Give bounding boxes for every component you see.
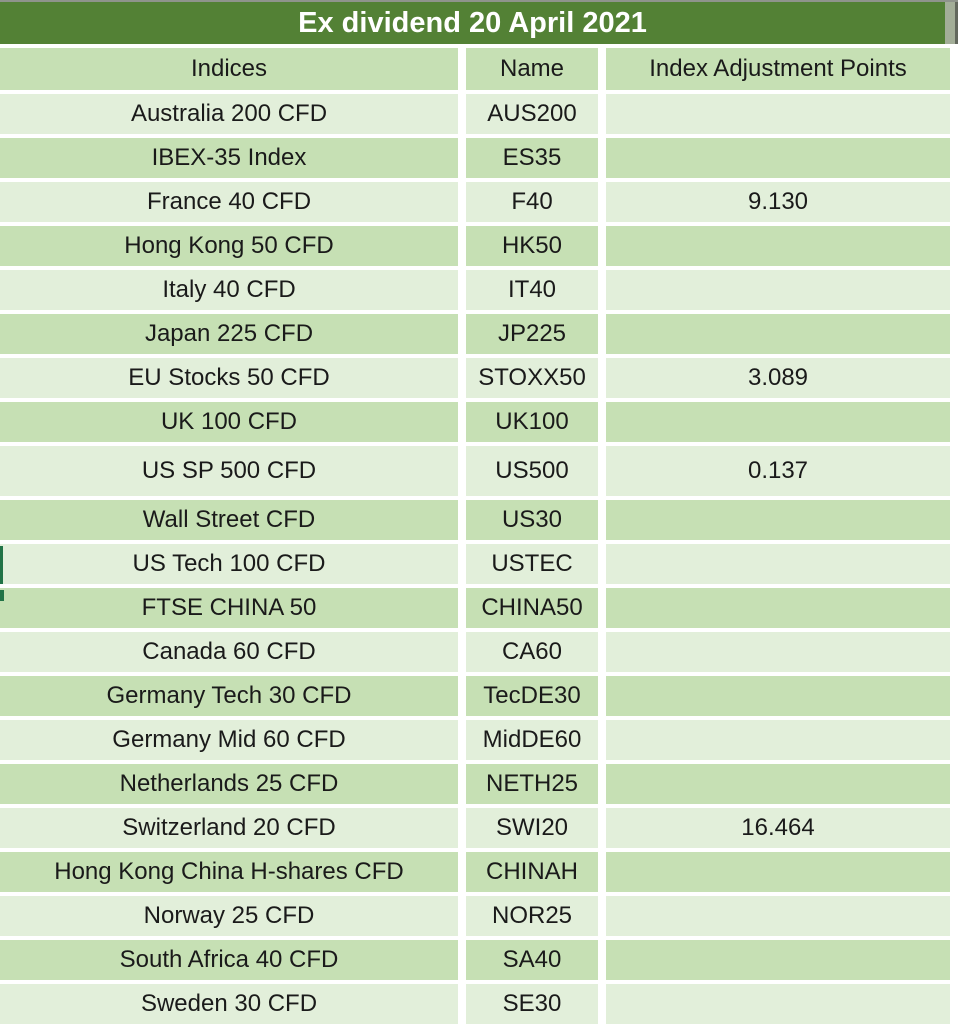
cell-name[interactable]: NETH25 bbox=[466, 764, 598, 804]
cell-indices[interactable]: Hong Kong 50 CFD bbox=[0, 226, 458, 266]
table-row: Hong Kong China H-shares CFD CHINAH bbox=[0, 852, 958, 892]
cell-name[interactable]: MidDE60 bbox=[466, 720, 598, 760]
cell-adjustment-points[interactable] bbox=[606, 138, 950, 178]
title-bar: Ex dividend 20 April 2021 bbox=[0, 2, 958, 44]
cell-indices[interactable]: Australia 200 CFD bbox=[0, 94, 458, 134]
cell-name[interactable]: F40 bbox=[466, 182, 598, 222]
cell-name[interactable]: NOR25 bbox=[466, 896, 598, 936]
table-row: France 40 CFD F40 9.130 bbox=[0, 182, 958, 222]
cell-adjustment-points[interactable]: 9.130 bbox=[606, 182, 950, 222]
table-row: South Africa 40 CFD SA40 bbox=[0, 940, 958, 980]
table-header-row: Indices Name Index Adjustment Points bbox=[0, 48, 958, 90]
window-top-edge bbox=[0, 0, 958, 2]
cell-name[interactable]: CA60 bbox=[466, 632, 598, 672]
table-row: Hong Kong 50 CFD HK50 bbox=[0, 226, 958, 266]
cell-indices[interactable]: IBEX-35 Index bbox=[0, 138, 458, 178]
cell-indices[interactable]: South Africa 40 CFD bbox=[0, 940, 458, 980]
table-row: FTSE CHINA 50 CHINA50 bbox=[0, 588, 958, 628]
table-row: Italy 40 CFD IT40 bbox=[0, 270, 958, 310]
cell-indices[interactable]: FTSE CHINA 50 bbox=[0, 588, 458, 628]
table-row: Wall Street CFD US30 bbox=[0, 500, 958, 540]
cell-indices[interactable]: Wall Street CFD bbox=[0, 500, 458, 540]
cell-adjustment-points[interactable]: 0.137 bbox=[606, 446, 950, 496]
cell-indices[interactable]: Hong Kong China H-shares CFD bbox=[0, 852, 458, 892]
table-row: Sweden 30 CFD SE30 bbox=[0, 984, 958, 1024]
cell-indices[interactable]: Italy 40 CFD bbox=[0, 270, 458, 310]
cell-adjustment-points[interactable] bbox=[606, 676, 950, 716]
cell-indices[interactable]: Japan 225 CFD bbox=[0, 314, 458, 354]
table-row: Switzerland 20 CFD SWI20 16.464 bbox=[0, 808, 958, 848]
cell-adjustment-points[interactable] bbox=[606, 632, 950, 672]
cell-indices[interactable]: Sweden 30 CFD bbox=[0, 984, 458, 1024]
cell-name[interactable]: SA40 bbox=[466, 940, 598, 980]
cell-adjustment-points[interactable] bbox=[606, 94, 950, 134]
cell-name[interactable]: SWI20 bbox=[466, 808, 598, 848]
cell-adjustment-points[interactable] bbox=[606, 402, 950, 442]
cell-indices[interactable]: France 40 CFD bbox=[0, 182, 458, 222]
table-row: US SP 500 CFD US500 0.137 bbox=[0, 446, 958, 496]
cell-name[interactable]: CHINAH bbox=[466, 852, 598, 892]
cell-indices[interactable]: Norway 25 CFD bbox=[0, 896, 458, 936]
cell-name[interactable]: US500 bbox=[466, 446, 598, 496]
cell-adjustment-points[interactable] bbox=[606, 852, 950, 892]
cell-adjustment-points[interactable]: 16.464 bbox=[606, 808, 950, 848]
table-row: Germany Tech 30 CFD TecDE30 bbox=[0, 676, 958, 716]
cell-indices[interactable]: UK 100 CFD bbox=[0, 402, 458, 442]
cell-adjustment-points[interactable] bbox=[606, 226, 950, 266]
cell-adjustment-points[interactable]: 3.089 bbox=[606, 358, 950, 398]
window-right-edge bbox=[945, 2, 958, 44]
cell-adjustment-points[interactable] bbox=[606, 940, 950, 980]
column-header-name: Name bbox=[466, 48, 598, 90]
column-header-index-adjustment-points: Index Adjustment Points bbox=[606, 48, 950, 90]
table-row: IBEX-35 Index ES35 bbox=[0, 138, 958, 178]
table-row: Canada 60 CFD CA60 bbox=[0, 632, 958, 672]
cell-adjustment-points[interactable] bbox=[606, 270, 950, 310]
cell-indices[interactable]: US SP 500 CFD bbox=[0, 446, 458, 496]
table-row: US Tech 100 CFD USTEC bbox=[0, 544, 958, 584]
table-row: EU Stocks 50 CFD STOXX50 3.089 bbox=[0, 358, 958, 398]
table-row: UK 100 CFD UK100 bbox=[0, 402, 958, 442]
cell-indices[interactable]: Germany Mid 60 CFD bbox=[0, 720, 458, 760]
cell-indices[interactable]: EU Stocks 50 CFD bbox=[0, 358, 458, 398]
cell-name[interactable]: JP225 bbox=[466, 314, 598, 354]
cell-name[interactable]: HK50 bbox=[466, 226, 598, 266]
cell-indices[interactable]: US Tech 100 CFD bbox=[0, 544, 458, 584]
sheet-selection-edge-artifact bbox=[0, 546, 3, 584]
cell-adjustment-points[interactable] bbox=[606, 314, 950, 354]
cell-indices[interactable]: Netherlands 25 CFD bbox=[0, 764, 458, 804]
cell-name[interactable]: IT40 bbox=[466, 270, 598, 310]
cell-adjustment-points[interactable] bbox=[606, 588, 950, 628]
cell-adjustment-points[interactable] bbox=[606, 896, 950, 936]
table-row: Japan 225 CFD JP225 bbox=[0, 314, 958, 354]
table-body: Australia 200 CFD AUS200 IBEX-35 Index E… bbox=[0, 94, 958, 1024]
sheet-selection-edge-artifact-small bbox=[0, 590, 4, 601]
cell-adjustment-points[interactable] bbox=[606, 544, 950, 584]
page-title: Ex dividend 20 April 2021 bbox=[0, 2, 945, 44]
table-row: Germany Mid 60 CFD MidDE60 bbox=[0, 720, 958, 760]
cell-name[interactable]: SE30 bbox=[466, 984, 598, 1024]
cell-name[interactable]: STOXX50 bbox=[466, 358, 598, 398]
table-row: Norway 25 CFD NOR25 bbox=[0, 896, 958, 936]
cell-name[interactable]: US30 bbox=[466, 500, 598, 540]
cell-name[interactable]: UK100 bbox=[466, 402, 598, 442]
cell-name[interactable]: AUS200 bbox=[466, 94, 598, 134]
column-header-indices: Indices bbox=[0, 48, 458, 90]
cell-adjustment-points[interactable] bbox=[606, 500, 950, 540]
cell-name[interactable]: USTEC bbox=[466, 544, 598, 584]
cell-adjustment-points[interactable] bbox=[606, 720, 950, 760]
cell-indices[interactable]: Switzerland 20 CFD bbox=[0, 808, 458, 848]
table-row: Australia 200 CFD AUS200 bbox=[0, 94, 958, 134]
table-row: Netherlands 25 CFD NETH25 bbox=[0, 764, 958, 804]
cell-name[interactable]: TecDE30 bbox=[466, 676, 598, 716]
cell-name[interactable]: ES35 bbox=[466, 138, 598, 178]
cell-adjustment-points[interactable] bbox=[606, 984, 950, 1024]
cell-adjustment-points[interactable] bbox=[606, 764, 950, 804]
cell-name[interactable]: CHINA50 bbox=[466, 588, 598, 628]
cell-indices[interactable]: Germany Tech 30 CFD bbox=[0, 676, 458, 716]
cell-indices[interactable]: Canada 60 CFD bbox=[0, 632, 458, 672]
